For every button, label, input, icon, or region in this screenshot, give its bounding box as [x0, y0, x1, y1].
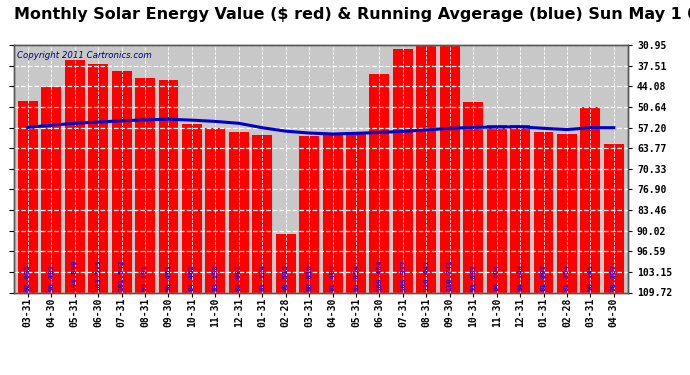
Bar — [65, 60, 85, 292]
Bar — [18, 100, 38, 292]
Bar — [41, 87, 61, 292]
Text: 78.227: 78.227 — [611, 264, 617, 291]
Bar — [206, 128, 226, 292]
Bar — [112, 71, 132, 292]
Text: 96.482: 96.482 — [48, 264, 55, 291]
Text: 91.682: 91.682 — [470, 264, 476, 291]
Text: 104.860: 104.860 — [72, 260, 78, 291]
Bar — [135, 78, 155, 292]
Text: 84.462: 84.462 — [189, 264, 195, 291]
Text: 103.575: 103.575 — [95, 260, 101, 291]
Text: 80.816: 80.816 — [306, 264, 312, 291]
Text: 101.542: 101.542 — [119, 260, 125, 291]
Bar — [510, 125, 530, 292]
Text: 81.354: 81.354 — [564, 264, 570, 291]
Bar — [416, 43, 436, 292]
Text: 90.145: 90.145 — [587, 264, 593, 291]
Bar — [580, 106, 600, 292]
Bar — [88, 64, 108, 292]
Text: 100.464: 100.464 — [377, 260, 382, 291]
Text: 83.198: 83.198 — [213, 264, 218, 291]
Bar — [182, 124, 202, 292]
Text: 98.461: 98.461 — [166, 264, 172, 291]
Text: 84.104: 84.104 — [493, 264, 500, 291]
Bar — [159, 80, 179, 292]
Text: 81.124: 81.124 — [259, 264, 265, 291]
Text: 99.191: 99.191 — [142, 264, 148, 291]
Bar — [229, 132, 249, 292]
Text: 49.515: 49.515 — [283, 264, 288, 291]
Bar — [369, 74, 389, 292]
Text: Copyright 2011 Cartronics.com: Copyright 2011 Cartronics.com — [17, 51, 152, 60]
Text: 110.741: 110.741 — [446, 260, 453, 291]
Bar — [323, 134, 342, 292]
Bar — [604, 144, 624, 292]
Bar — [299, 136, 319, 292]
Bar — [440, 42, 460, 292]
Text: 110.441: 110.441 — [424, 260, 429, 291]
Text: Monthly Solar Energy Value ($ red) & Running Avgerage (blue) Sun May 1 06:20: Monthly Solar Energy Value ($ red) & Run… — [14, 8, 690, 22]
Bar — [393, 50, 413, 292]
Text: 84.148: 84.148 — [517, 264, 523, 291]
Text: 82.081: 82.081 — [236, 264, 241, 291]
Text: 108.327: 108.327 — [400, 260, 406, 291]
Bar — [346, 132, 366, 292]
Text: 82.054: 82.054 — [353, 264, 359, 291]
Text: 92.035: 92.035 — [25, 264, 31, 291]
Bar — [533, 132, 553, 292]
Text: 81.897: 81.897 — [540, 264, 546, 291]
Bar — [557, 134, 577, 292]
Text: 81.408: 81.408 — [330, 264, 335, 291]
Bar — [276, 234, 295, 292]
Bar — [463, 102, 483, 292]
Bar — [486, 126, 506, 292]
Bar — [253, 135, 273, 292]
